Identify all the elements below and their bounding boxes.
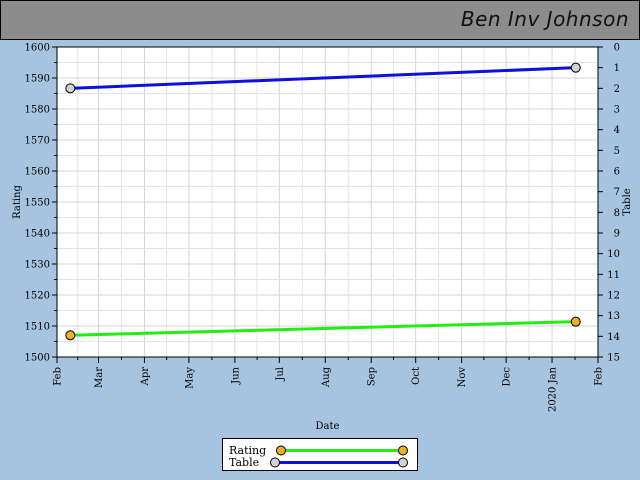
data-point-rating <box>570 316 581 327</box>
x-tick-label: Dec <box>502 367 513 387</box>
chart-legend: Rating Table <box>222 438 418 471</box>
y-right-tick-label: 9 <box>614 229 620 240</box>
y-right-tick-label: 2 <box>614 84 620 95</box>
y-right-tick-label: 7 <box>614 187 620 198</box>
y-right-axis-title: Table <box>622 188 633 215</box>
x-axis-title: Date <box>316 421 340 432</box>
x-tick-label: Aug <box>321 366 332 388</box>
y-left-axis-title: Rating <box>12 185 23 219</box>
data-point-rating <box>65 330 76 341</box>
y-right-tick-label: 5 <box>614 146 620 157</box>
title-bar: Ben Inv Johnson <box>0 0 640 40</box>
x-tick-label: May <box>184 367 195 389</box>
y-left-tick-label: 1550 <box>25 198 50 209</box>
y-left-tick-label: 1540 <box>25 229 50 240</box>
x-tick-label: Jul <box>275 367 286 382</box>
legend-swatch-rating <box>276 445 408 456</box>
y-right-tick-label: 6 <box>614 167 620 178</box>
x-tick-label: Feb <box>53 367 64 386</box>
y-right-tick-label: 13 <box>607 311 620 322</box>
y-left-tick-label: 1570 <box>25 136 50 147</box>
y-right-tick-label: 15 <box>607 353 620 364</box>
x-tick-label: Apr <box>140 367 151 387</box>
legend-item-rating: Rating <box>229 444 415 457</box>
y-right-tick-label: 14 <box>607 332 620 343</box>
y-left-tick-label: 1590 <box>25 74 50 85</box>
y-left-tick-label: 1580 <box>25 105 50 116</box>
y-right-tick-label: 3 <box>614 105 620 116</box>
y-right-tick-label: 1 <box>614 63 620 74</box>
x-tick-label: Mar <box>94 367 105 388</box>
x-tick-label: Sep <box>367 367 378 386</box>
legend-label-table: Table <box>229 456 260 469</box>
x-tick-label: Jun <box>230 366 241 384</box>
y-right-tick-label: 10 <box>607 249 620 260</box>
x-tick-label: 2020 Jan <box>548 366 559 412</box>
y-right-tick-label: 0 <box>614 43 620 54</box>
y-right-tick-label: 4 <box>614 125 620 136</box>
x-tick-label: Oct <box>411 367 422 385</box>
y-left-tick-label: 1600 <box>25 43 50 54</box>
y-left-tick-label: 1530 <box>25 260 50 271</box>
y-right-tick-label: 11 <box>607 270 620 281</box>
legend-item-table: Table <box>229 456 415 469</box>
x-tick-label: Feb <box>594 367 605 386</box>
legend-swatch-table <box>270 457 408 468</box>
y-right-tick-label: 12 <box>607 291 620 302</box>
player-name-title: Ben Inv Johnson <box>460 7 629 31</box>
series-line-table <box>70 66 576 90</box>
x-tick-label: Nov <box>457 367 468 388</box>
data-point-table <box>65 83 76 94</box>
y-left-tick-label: 1510 <box>25 322 50 333</box>
data-point-table <box>570 62 581 73</box>
plot-border <box>56 46 599 358</box>
y-left-tick-label: 1560 <box>25 167 50 178</box>
series-line-rating <box>70 320 576 337</box>
y-left-tick-label: 1500 <box>25 353 50 364</box>
legend-label-rating: Rating <box>229 444 267 457</box>
y-right-tick-label: 8 <box>614 208 620 219</box>
y-left-tick-label: 1520 <box>25 291 50 302</box>
